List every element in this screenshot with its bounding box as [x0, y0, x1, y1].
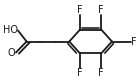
Text: F: F	[98, 68, 104, 78]
Text: F: F	[77, 5, 83, 15]
Text: F: F	[98, 5, 104, 15]
Text: F: F	[77, 68, 83, 78]
Text: HO: HO	[3, 25, 18, 36]
Text: F: F	[131, 37, 136, 46]
Text: O: O	[8, 47, 15, 58]
